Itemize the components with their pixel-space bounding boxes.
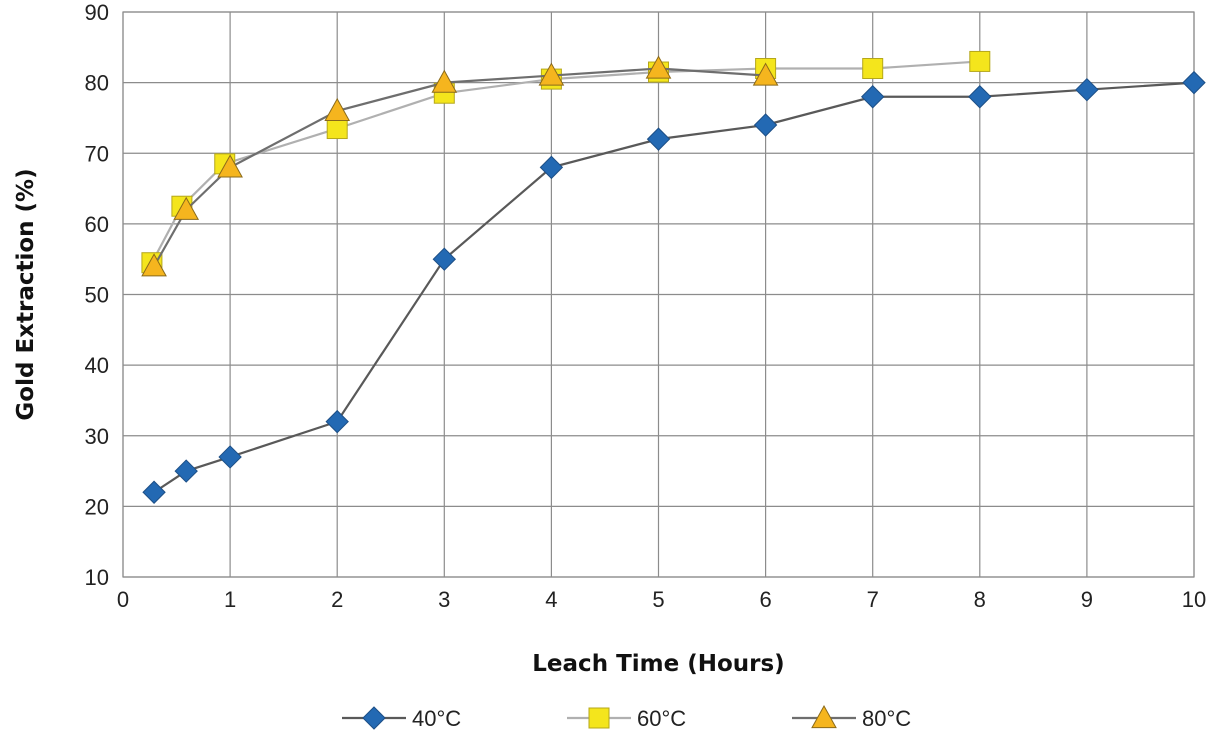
series-line [153, 67, 766, 267]
data-point [141, 253, 167, 277]
y-tick-label: 80 [85, 71, 109, 96]
y-tick-label: 30 [85, 424, 109, 449]
data-point [862, 58, 884, 79]
data-point [968, 85, 992, 109]
x-axis-ticks: 0 1 2 3 4 5 6 7 8 9 10 [117, 587, 1206, 612]
data-point [645, 55, 672, 79]
x-tick-label: 7 [867, 587, 879, 612]
y-axis-ticks: 10 20 30 40 50 60 70 80 90 [85, 0, 109, 590]
series-layer [141, 50, 1206, 504]
data-point [142, 480, 166, 504]
data-point [173, 196, 200, 220]
x-tick-label: 10 [1182, 587, 1206, 612]
legend-marker [362, 706, 386, 730]
data-point [325, 409, 349, 434]
y-tick-label: 70 [85, 141, 109, 166]
series-2 [141, 55, 779, 277]
data-point [752, 62, 779, 86]
legend-marker [588, 707, 610, 729]
y-axis-title: Gold Extraction (%) [13, 168, 39, 420]
x-tick-label: 8 [974, 587, 986, 612]
legend-entry: 80°C [792, 704, 911, 731]
data-point [538, 62, 565, 86]
y-tick-label: 50 [85, 283, 109, 308]
x-tick-label: 4 [545, 587, 557, 612]
x-tick-label: 6 [759, 587, 771, 612]
data-point [860, 85, 885, 109]
legend-marker [811, 704, 837, 729]
x-tick-label: 9 [1081, 587, 1093, 612]
data-point [218, 445, 242, 469]
data-point [432, 247, 457, 271]
data-point [431, 69, 458, 93]
data-point [1075, 77, 1099, 102]
data-point [969, 50, 991, 72]
y-tick-label: 10 [85, 565, 109, 590]
data-point [217, 154, 243, 178]
y-tick-label: 90 [85, 0, 109, 25]
legend-entry: 40°C [342, 706, 461, 731]
data-point [753, 113, 778, 137]
series-0 [142, 70, 1206, 504]
data-point [646, 127, 671, 151]
x-tick-label: 1 [224, 587, 236, 612]
y-tick-label: 40 [85, 353, 109, 378]
data-point [326, 118, 348, 140]
plot-border [122, 11, 1195, 578]
legend: 40°C 60°C 80°C [342, 704, 911, 731]
data-point [539, 155, 564, 180]
x-tick-label: 3 [438, 587, 450, 612]
x-axis-title: Leach Time (Hours) [532, 651, 784, 677]
data-point [174, 459, 198, 483]
data-point [324, 97, 351, 121]
series-line [150, 60, 980, 264]
x-tick-label: 2 [331, 587, 343, 612]
legend-entry: 60°C [567, 706, 686, 731]
data-point [1182, 70, 1206, 95]
legend-label: 60°C [637, 706, 686, 731]
y-tick-label: 20 [85, 494, 109, 519]
x-tick-label: 5 [652, 587, 664, 612]
legend-label: 80°C [862, 706, 911, 731]
y-tick-label: 60 [85, 212, 109, 237]
x-tick-label: 0 [117, 587, 129, 612]
legend-label: 40°C [412, 706, 461, 731]
